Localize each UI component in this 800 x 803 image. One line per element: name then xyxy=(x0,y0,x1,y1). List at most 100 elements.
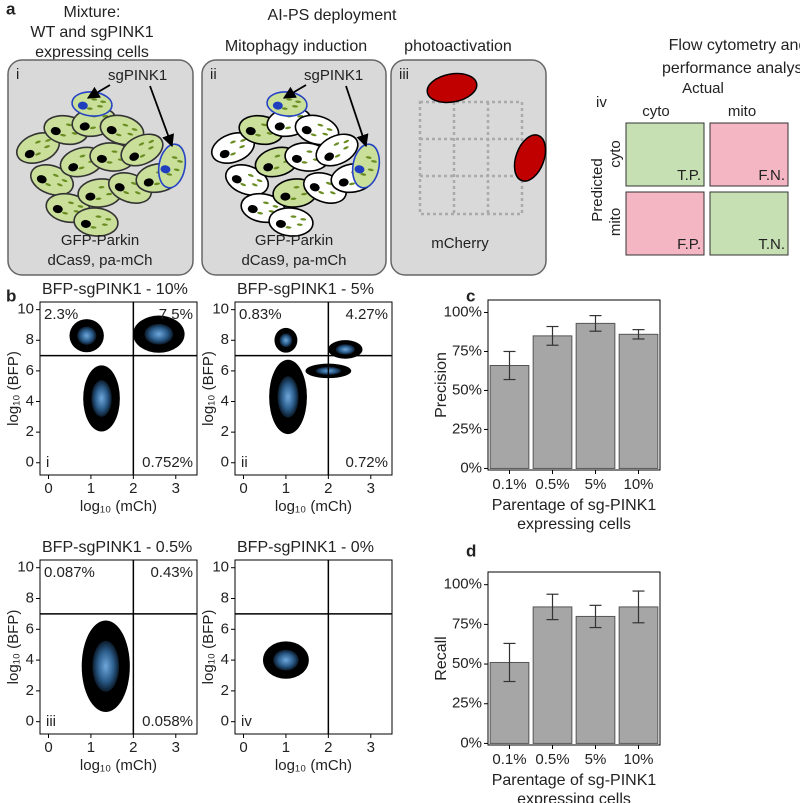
x-tick-label: 10% xyxy=(623,476,653,493)
caption: dCas9, pa-mCh xyxy=(47,252,152,269)
arrow-label: sgPINK1 xyxy=(304,67,363,84)
mitochondrion xyxy=(177,160,183,163)
bar xyxy=(618,333,659,469)
cell-body xyxy=(157,143,187,189)
mitochondrion xyxy=(329,191,336,195)
step-numeral: i xyxy=(16,66,19,83)
nucleus xyxy=(80,219,91,228)
y-tick-label: 50% xyxy=(452,381,482,398)
mitochondrion xyxy=(343,146,349,150)
y-tick-label: 8 xyxy=(26,589,34,606)
bar xyxy=(489,661,530,744)
caption: dCas9, pa-mCh xyxy=(241,252,346,269)
matrix-cell xyxy=(625,122,705,187)
mitochondrion xyxy=(67,201,74,205)
plot-frame xyxy=(234,301,393,476)
mitochondrion xyxy=(35,140,41,144)
x-tick-label: 2 xyxy=(324,739,332,756)
y-tick-label: 0 xyxy=(221,713,229,730)
mitochondrion xyxy=(65,123,72,127)
nucleus xyxy=(272,101,283,110)
y-tick-label: 4 xyxy=(26,651,34,668)
y-tick-label: 8 xyxy=(221,589,229,606)
x-axis-label: log₁₀ (mCh) xyxy=(80,498,157,515)
y-tick-label: 6 xyxy=(26,362,34,379)
x-tick-label: 0 xyxy=(239,739,247,756)
mitochondrion xyxy=(349,182,355,186)
mitochondrion xyxy=(111,150,118,153)
y-axis-label: log₁₀ (BFP) xyxy=(200,351,217,426)
x-tick-label: 2 xyxy=(129,480,137,497)
x-axis-label: expressing cells xyxy=(517,791,631,803)
nucleus xyxy=(106,126,117,135)
mitochondrion xyxy=(295,100,302,103)
panel-letter: d xyxy=(466,541,476,560)
cell xyxy=(157,143,187,189)
nucleus xyxy=(85,192,96,201)
density-core xyxy=(144,323,174,345)
y-tick-label: 0 xyxy=(26,454,34,471)
matrix-cell-label: T.P. xyxy=(677,167,701,184)
panel-letter: b xyxy=(6,286,16,305)
plot-title: BFP-sgPINK1 - 0.5% xyxy=(42,539,192,556)
mitochondrion xyxy=(326,128,333,131)
nucleus xyxy=(231,175,242,184)
nucleus xyxy=(77,101,88,110)
matrix-row: mito xyxy=(607,208,624,236)
mitochondrion xyxy=(123,191,130,195)
step-heading: photoactivation xyxy=(404,38,512,55)
x-tick-label: 10% xyxy=(623,751,653,768)
y-tick-label: 4 xyxy=(26,392,34,409)
nucleus xyxy=(324,152,335,161)
y-axis-label: log₁₀ (BFP) xyxy=(5,351,22,426)
mitochondrion xyxy=(317,123,324,127)
step-heading: performance analysis xyxy=(662,60,800,77)
y-tick-label: 100% xyxy=(444,576,482,593)
mitochondrion xyxy=(274,154,281,158)
mitochondrion xyxy=(318,191,325,195)
matrix-column: mito xyxy=(728,103,756,120)
x-tick-label: 5% xyxy=(585,476,607,493)
mitochondrion xyxy=(251,183,258,187)
mitochondrion xyxy=(79,154,86,158)
mitochondrion xyxy=(173,168,180,172)
nucleus xyxy=(52,205,63,214)
y-axis-label: Recall xyxy=(433,636,450,680)
matrix-column: cyto xyxy=(642,103,670,120)
cell xyxy=(99,114,145,146)
nucleus xyxy=(280,192,291,201)
arrow-label: sgPINK1 xyxy=(108,67,167,84)
quadrant-annotation: iii xyxy=(46,713,56,730)
mitochondrion xyxy=(171,156,178,159)
nucleus xyxy=(50,127,61,136)
matrix-cell-label: F.P. xyxy=(677,236,701,253)
mitochondrion xyxy=(290,197,297,200)
arrow xyxy=(149,85,175,148)
y-tick-label: 0% xyxy=(460,734,482,751)
mitochondrion xyxy=(105,218,112,221)
x-tick-label: 0.1% xyxy=(492,751,526,768)
mitochondrion xyxy=(256,179,263,183)
nucleus xyxy=(114,183,125,192)
mitochondrion xyxy=(239,145,245,149)
mitochondrion xyxy=(45,183,52,187)
nucleus xyxy=(275,219,286,228)
mitochondrion xyxy=(255,133,262,137)
mitochondrion xyxy=(115,133,122,137)
mitochondrion xyxy=(285,126,291,130)
y-tick-label: 10 xyxy=(212,301,229,318)
plot-title: BFP-sgPINK1 - 0% xyxy=(237,539,374,556)
matrix-cell xyxy=(709,122,789,187)
step-heading: Mixture: xyxy=(64,4,121,21)
x-tick-label: 3 xyxy=(172,739,180,756)
mitochondrion xyxy=(90,126,96,130)
y-axis-label: log₁₀ (BFP) xyxy=(200,610,217,685)
plot-title: BFP-sgPINK1 - 10% xyxy=(42,281,188,298)
mitochondrion xyxy=(98,186,105,189)
nucleus xyxy=(219,149,230,159)
nucleus xyxy=(129,152,140,161)
bar xyxy=(489,365,530,469)
nucleus xyxy=(24,149,35,159)
y-tick-label: 8 xyxy=(221,331,229,348)
